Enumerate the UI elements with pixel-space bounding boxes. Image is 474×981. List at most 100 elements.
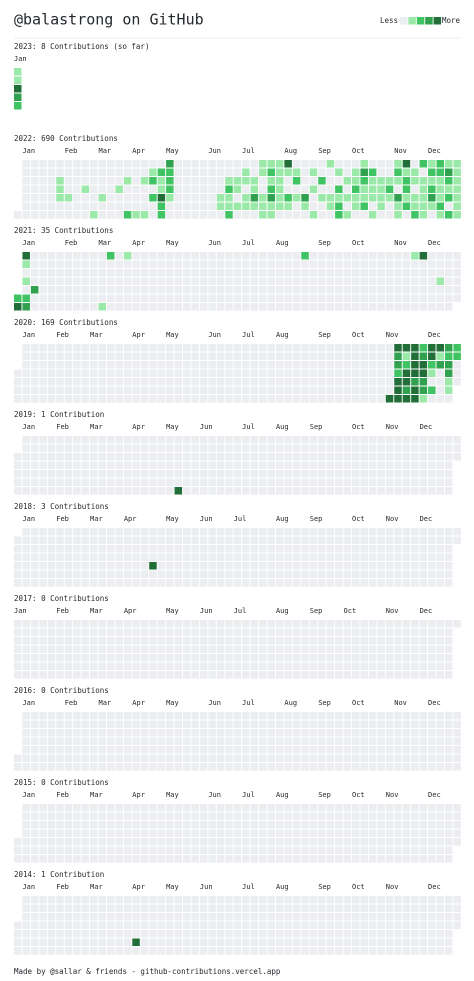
empty-cell	[123, 478, 132, 486]
day-cell	[428, 369, 436, 377]
empty-cell	[233, 286, 242, 294]
empty-cell	[216, 846, 225, 854]
empty-cell	[39, 829, 47, 837]
empty-cell	[292, 829, 301, 837]
empty-cell	[284, 470, 292, 478]
empty-cell	[352, 896, 360, 904]
empty-cell	[183, 938, 191, 946]
empty-cell	[326, 855, 335, 863]
empty-cell	[419, 294, 428, 302]
empty-cell	[199, 838, 208, 846]
empty-cell	[309, 303, 318, 311]
empty-cell	[73, 487, 81, 495]
empty-cell	[326, 277, 335, 285]
empty-cell	[233, 260, 242, 268]
empty-cell	[436, 938, 444, 946]
day-cell	[352, 194, 360, 202]
empty-cell	[402, 478, 411, 486]
empty-cell	[216, 545, 225, 553]
day-cell	[309, 211, 318, 219]
empty-cell	[183, 754, 191, 762]
empty-cell	[30, 671, 39, 679]
empty-cell	[73, 938, 81, 946]
empty-cell	[140, 921, 149, 929]
empty-cell	[301, 654, 309, 662]
empty-cell	[149, 645, 157, 653]
empty-cell	[123, 185, 132, 193]
empty-cell	[47, 947, 56, 955]
empty-cell	[115, 352, 123, 360]
empty-cell	[208, 536, 216, 544]
empty-cell	[157, 378, 166, 386]
empty-cell	[183, 729, 191, 737]
empty-cell	[259, 553, 267, 561]
empty-cell	[453, 620, 461, 628]
empty-cell	[259, 461, 267, 469]
empty-cell	[309, 637, 318, 645]
month-label: May	[166, 331, 179, 339]
empty-cell	[106, 470, 115, 478]
empty-cell	[140, 570, 149, 578]
empty-cell	[368, 896, 377, 904]
empty-cell	[174, 444, 183, 452]
empty-cell	[140, 286, 149, 294]
empty-cell	[284, 579, 292, 587]
empty-cell	[216, 185, 225, 193]
empty-cell	[123, 904, 132, 912]
empty-cell	[360, 570, 368, 578]
empty-cell	[301, 536, 309, 544]
empty-cell	[140, 855, 149, 863]
day-cell	[444, 344, 453, 352]
empty-cell	[250, 395, 259, 403]
empty-cell	[250, 160, 259, 168]
empty-cell	[385, 620, 394, 628]
empty-cell	[22, 913, 30, 921]
empty-cell	[360, 260, 368, 268]
empty-cell	[191, 461, 199, 469]
empty-cell	[14, 637, 22, 645]
empty-cell	[73, 947, 81, 955]
empty-cell	[166, 804, 174, 812]
day-cell	[444, 177, 453, 185]
empty-cell	[444, 579, 453, 587]
empty-cell	[22, 763, 30, 771]
empty-cell	[174, 754, 183, 762]
empty-cell	[140, 369, 149, 377]
empty-cell	[149, 737, 157, 745]
empty-cell	[284, 628, 292, 636]
empty-cell	[199, 620, 208, 628]
empty-cell	[436, 729, 444, 737]
empty-cell	[343, 294, 352, 302]
day-cell	[394, 369, 402, 377]
empty-cell	[444, 729, 453, 737]
empty-cell	[225, 838, 233, 846]
empty-cell	[174, 620, 183, 628]
empty-cell	[14, 470, 22, 478]
empty-cell	[199, 729, 208, 737]
empty-cell	[56, 386, 64, 394]
empty-cell	[326, 662, 335, 670]
empty-cell	[183, 453, 191, 461]
month-label: Nov	[386, 423, 399, 431]
empty-cell	[360, 487, 368, 495]
empty-cell	[208, 913, 216, 921]
empty-cell	[318, 386, 326, 394]
empty-cell	[250, 896, 259, 904]
empty-cell	[56, 846, 64, 854]
empty-cell	[309, 177, 318, 185]
empty-cell	[98, 812, 106, 820]
empty-cell	[411, 737, 419, 745]
empty-cell	[309, 395, 318, 403]
empty-cell	[326, 545, 335, 553]
empty-cell	[267, 352, 275, 360]
empty-cell	[73, 545, 81, 553]
empty-cell	[208, 160, 216, 168]
empty-cell	[233, 570, 242, 578]
empty-cell	[166, 395, 174, 403]
empty-cell	[377, 160, 385, 168]
empty-cell	[428, 453, 436, 461]
empty-cell	[64, 168, 73, 176]
empty-cell	[335, 444, 343, 452]
empty-cell	[208, 185, 216, 193]
empty-cell	[419, 645, 428, 653]
